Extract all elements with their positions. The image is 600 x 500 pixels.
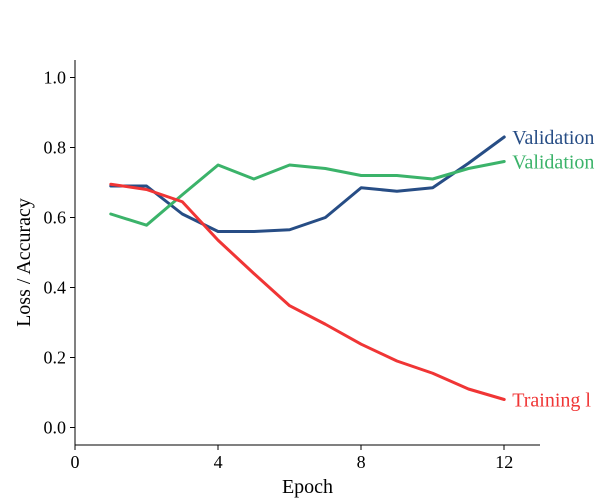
validation-loss-line [109, 135, 506, 233]
y-tick-label: 0.8 [44, 138, 67, 158]
x-tick-label: 0 [71, 452, 80, 472]
validation-loss-label: Validation [512, 127, 594, 149]
y-tick-label: 0.6 [44, 208, 67, 228]
series-labels: Validation Validation Training l [512, 127, 594, 412]
y-tick-label: 0.4 [44, 278, 67, 298]
x-axis-label: Epoch [282, 476, 333, 498]
x-tick-label: 12 [495, 452, 513, 472]
y-tick-label: 0.0 [44, 418, 67, 438]
y-axis-label: Loss / Accuracy [13, 198, 35, 327]
y-tick-label: 1.0 [44, 68, 67, 88]
training-loss-line [109, 182, 506, 401]
axes [74, 60, 540, 446]
ticks: 0.0 0.2 0.4 0.6 0.8 1.0 0 4 8 12 [44, 68, 514, 473]
validation-accuracy-label: Validation [512, 152, 594, 174]
validation-accuracy-line [109, 160, 506, 227]
series-lines [109, 135, 506, 401]
training-loss-label: Training l [512, 390, 591, 412]
x-tick-label: 8 [357, 452, 366, 472]
y-tick-label: 0.2 [44, 348, 67, 368]
x-tick-label: 4 [214, 452, 223, 472]
